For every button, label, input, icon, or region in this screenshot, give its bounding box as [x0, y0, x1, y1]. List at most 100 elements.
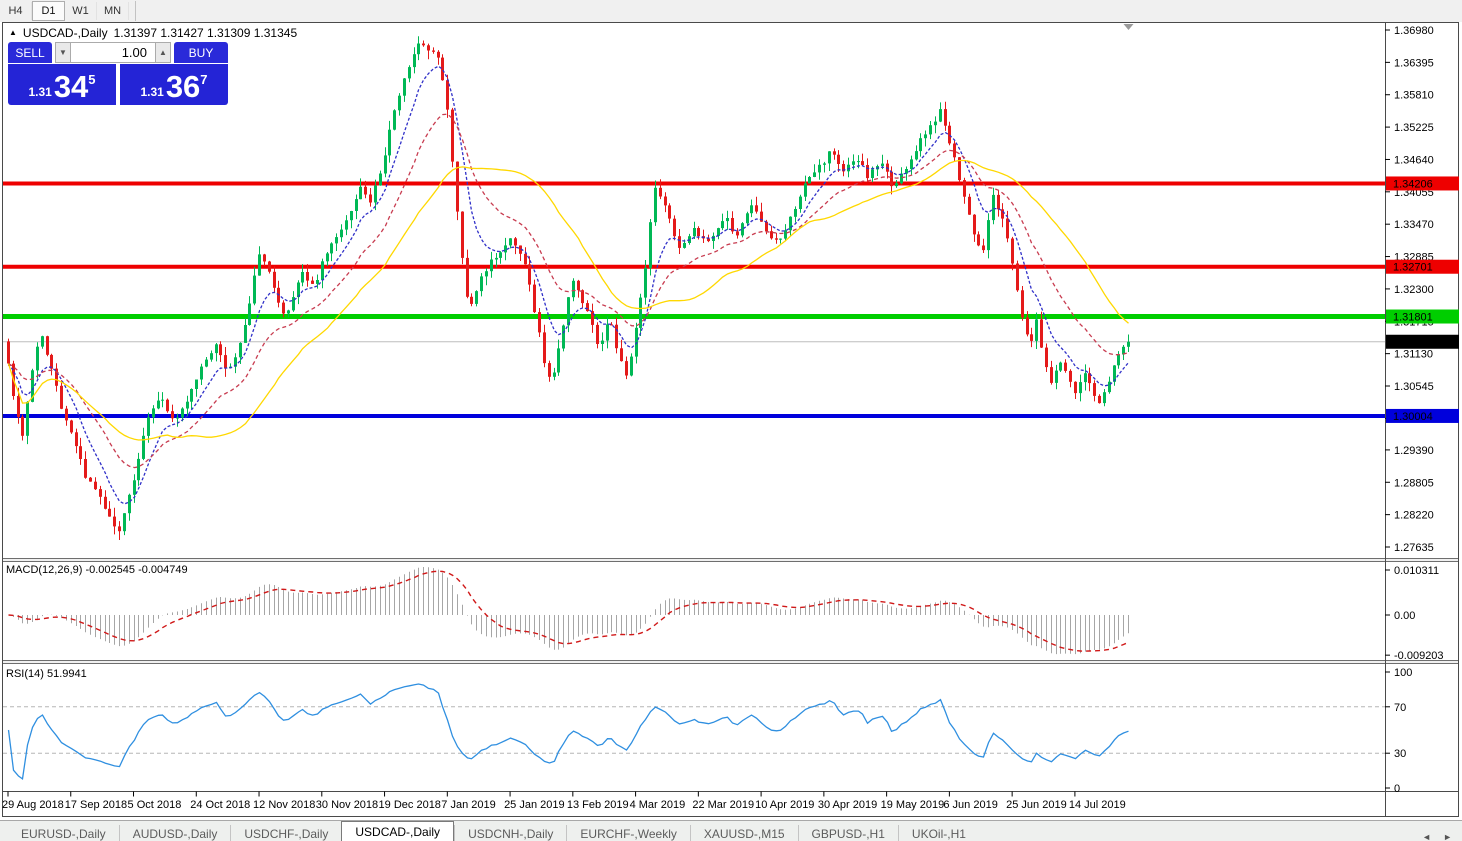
- moving-average-ema20: [8, 113, 1129, 469]
- macd-indicator-label: MACD(12,26,9) -0.002545 -0.004749: [6, 564, 188, 576]
- svg-text:19 Dec 2018: 19 Dec 2018: [379, 799, 441, 811]
- one-click-trading-widget: SELL ▼ 1.00 ▲ BUY 1.31 34 5 1.31 36 7: [8, 42, 228, 105]
- price-level-badges: 1.34206 1.32701 1.31801 1.30004 1.31345: [1386, 176, 1459, 423]
- chevron-up-icon: ▲: [159, 48, 167, 57]
- timeframe-button-d1[interactable]: D1: [32, 1, 65, 21]
- tab-scroll-right-icon[interactable]: ►: [1443, 832, 1452, 841]
- svg-text:14 Jul 2019: 14 Jul 2019: [1069, 799, 1126, 811]
- chart-title: ▲ USDCAD-,Daily 1.31397 1.31427 1.31309 …: [9, 26, 297, 40]
- svg-text:1.32300: 1.32300: [1394, 284, 1434, 296]
- rsi-line: [7, 683, 1129, 781]
- timeframe-button-w1[interactable]: W1: [65, 2, 97, 20]
- svg-text:19 May 2019: 19 May 2019: [881, 799, 945, 811]
- volume-increase-button[interactable]: ▲: [155, 42, 171, 63]
- svg-text:22 Mar 2019: 22 Mar 2019: [692, 799, 754, 811]
- svg-text:1.29390: 1.29390: [1394, 445, 1434, 457]
- tab-scroll-controls: ◄ ►: [1422, 832, 1462, 841]
- sell-price-big-digits: 34: [53, 69, 89, 104]
- tab-ukoil-h1[interactable]: UKOil-,H1: [897, 825, 979, 841]
- sell-button[interactable]: SELL: [8, 42, 52, 63]
- svg-text:25 Jan 2019: 25 Jan 2019: [504, 799, 565, 811]
- horizontal-level-lines[interactable]: [3, 181, 1385, 418]
- svg-text:1.31801: 1.31801: [1393, 312, 1433, 324]
- svg-text:0.00: 0.00: [1394, 610, 1415, 622]
- svg-text:100: 100: [1394, 667, 1412, 679]
- tab-audusd-daily[interactable]: AUDUSD-,Daily: [118, 825, 231, 841]
- svg-text:24 Oct 2018: 24 Oct 2018: [190, 799, 250, 811]
- svg-text:1.27635: 1.27635: [1394, 542, 1434, 554]
- svg-text:5 Oct 2018: 5 Oct 2018: [128, 799, 182, 811]
- autoscroll-marker-icon[interactable]: [1123, 24, 1134, 30]
- buy-price-pip-digit: 7: [200, 72, 208, 87]
- tab-usdcad-daily[interactable]: USDCAD-,Daily: [341, 821, 455, 841]
- svg-text:17 Sep 2018: 17 Sep 2018: [65, 799, 127, 811]
- symbol-period-label: USDCAD-,Daily: [22, 26, 108, 40]
- macd-histogram: [13, 567, 1129, 655]
- svg-text:30 Nov 2018: 30 Nov 2018: [316, 799, 378, 811]
- tab-gbpusd-h1[interactable]: GBPUSD-,H1: [797, 825, 898, 841]
- toolbar-separator: [135, 1, 136, 21]
- candlestick-chart[interactable]: 1.369801.363951.358101.352251.346401.340…: [0, 22, 1462, 819]
- svg-text:1.34206: 1.34206: [1393, 178, 1433, 190]
- svg-text:25 Jun 2019: 25 Jun 2019: [1006, 799, 1067, 811]
- svg-text:1.32701: 1.32701: [1393, 262, 1433, 274]
- rsi-level-lines: [3, 706, 1385, 754]
- time-axis: 29 Aug 2018 17 Sep 2018 5 Oct 2018 24 Oct 2…: [2, 791, 1126, 811]
- macd-axis: 0.010311 0.00 -0.009203: [1385, 565, 1444, 662]
- svg-text:12 Nov 2018: 12 Nov 2018: [253, 799, 315, 811]
- candles-group[interactable]: [7, 36, 1130, 540]
- macd-signal-line: [8, 570, 1129, 652]
- buy-button[interactable]: BUY: [174, 42, 228, 63]
- svg-text:0.010311: 0.010311: [1394, 565, 1439, 577]
- svg-text:4 Mar 2019: 4 Mar 2019: [630, 799, 686, 811]
- collapse-triangle-icon[interactable]: ▲: [9, 27, 17, 37]
- svg-text:1.30004: 1.30004: [1393, 411, 1433, 423]
- svg-text:70: 70: [1394, 702, 1406, 714]
- tab-eurchf-weekly[interactable]: EURCHF-,Weekly: [566, 825, 689, 841]
- tab-xauusd-m15[interactable]: XAUUSD-,M15: [689, 825, 798, 841]
- svg-text:1.35810: 1.35810: [1394, 90, 1434, 102]
- chevron-down-icon: ▼: [59, 48, 67, 57]
- svg-text:6 Jun 2019: 6 Jun 2019: [943, 799, 997, 811]
- svg-text:30: 30: [1394, 748, 1406, 760]
- volume-input[interactable]: 1.00: [71, 42, 155, 63]
- ohlc-values: 1.31397 1.31427 1.31309 1.31345: [113, 26, 298, 40]
- svg-text:1.31345: 1.31345: [1393, 337, 1433, 349]
- svg-text:0: 0: [1394, 783, 1400, 795]
- svg-text:1.30545: 1.30545: [1394, 381, 1434, 393]
- svg-text:7 Jan 2019: 7 Jan 2019: [441, 799, 495, 811]
- pane-splitters[interactable]: [2, 558, 1459, 664]
- sell-price-display[interactable]: 1.31 34 5: [8, 64, 116, 105]
- volume-decrease-button[interactable]: ▼: [55, 42, 71, 63]
- svg-text:1.35225: 1.35225: [1394, 122, 1434, 134]
- timeframe-button-h4[interactable]: H4: [0, 2, 32, 20]
- sell-price-pip-digit: 5: [88, 72, 96, 87]
- buy-price-big-digits: 36: [165, 69, 201, 104]
- buy-price-display[interactable]: 1.31 36 7: [120, 64, 228, 105]
- svg-text:10 Apr 2019: 10 Apr 2019: [755, 799, 814, 811]
- chart-tab-bar: EURUSD-,Daily AUDUSD-,Daily USDCHF-,Daily U…: [0, 820, 1462, 841]
- svg-text:30 Apr 2019: 30 Apr 2019: [818, 799, 877, 811]
- moving-average-ema8: [7, 65, 1129, 505]
- tab-scroll-left-icon[interactable]: ◄: [1422, 832, 1432, 841]
- rsi-axis: 100 70 30 0: [1385, 667, 1412, 795]
- svg-text:-0.009203: -0.009203: [1394, 650, 1444, 662]
- volume-stepper: ▼ 1.00 ▲: [55, 42, 171, 63]
- svg-text:13 Feb 2019: 13 Feb 2019: [567, 799, 629, 811]
- timeframe-button-mn[interactable]: MN: [97, 2, 129, 20]
- svg-text:1.28805: 1.28805: [1394, 477, 1434, 489]
- moving-average-sma34: [7, 159, 1129, 441]
- rsi-indicator-label: RSI(14) 51.9941: [6, 668, 87, 680]
- tab-eurusd-daily[interactable]: EURUSD-,Daily: [21, 826, 106, 841]
- svg-text:1.36395: 1.36395: [1394, 57, 1434, 69]
- svg-text:1.33470: 1.33470: [1394, 219, 1434, 231]
- svg-text:1.31130: 1.31130: [1394, 349, 1433, 361]
- timeframe-toolbar: H4 D1 W1 MN: [0, 0, 1462, 23]
- tab-usdchf-daily[interactable]: USDCHF-,Daily: [230, 825, 341, 841]
- svg-text:1.34640: 1.34640: [1394, 154, 1434, 166]
- svg-text:1.36980: 1.36980: [1394, 25, 1434, 37]
- tab-usdcnh-daily[interactable]: USDCNH-,Daily: [454, 825, 566, 841]
- buy-price-prefix: 1.31: [140, 85, 164, 99]
- sell-price-prefix: 1.31: [28, 85, 52, 99]
